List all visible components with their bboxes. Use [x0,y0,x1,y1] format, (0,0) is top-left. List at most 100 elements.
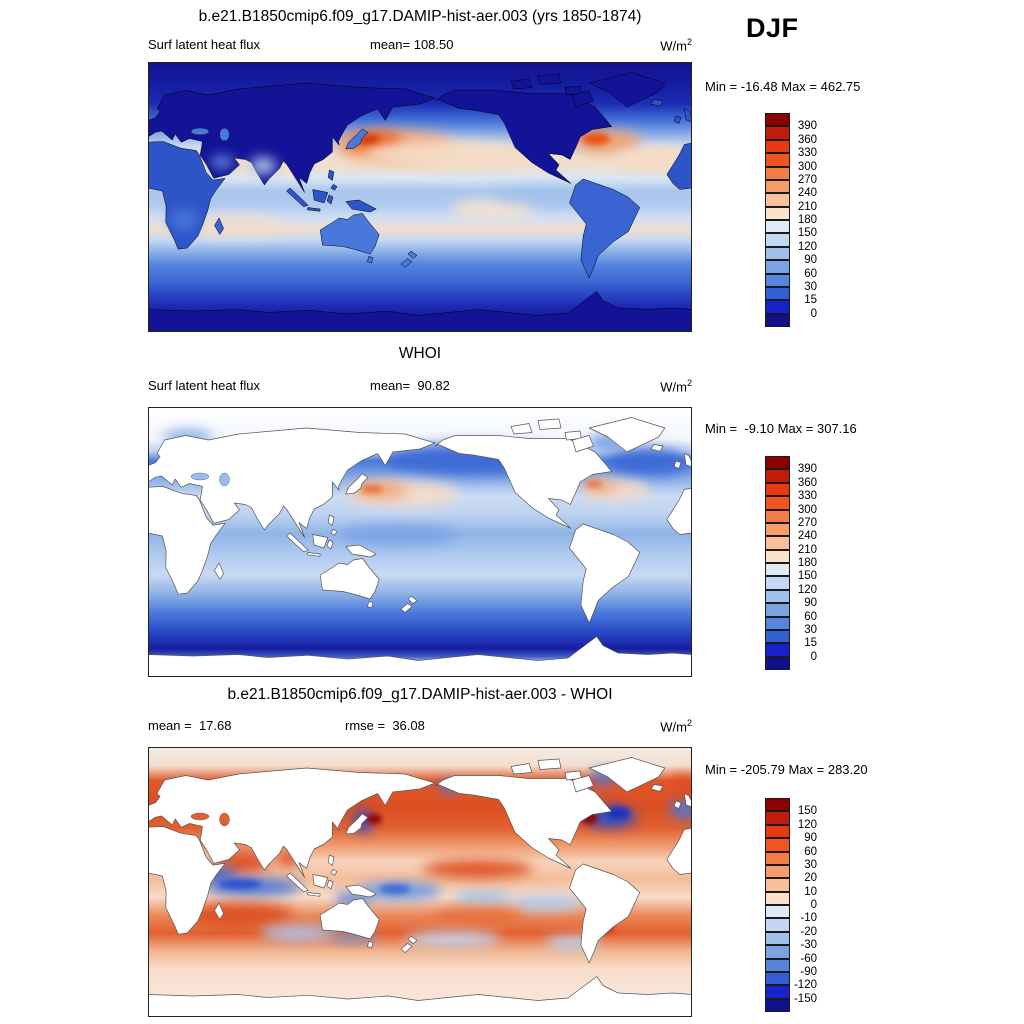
world-map-plot [148,747,692,1017]
colorbar-segment [765,824,790,839]
colorbar-tick-label: 15 [804,637,817,650]
colorbar-tick-label: -30 [800,939,817,952]
diff-map [148,747,692,1017]
colorbar-segment [765,549,790,563]
diff-title: b.e21.B1850cmip6.f09_g17.DAMIP-hist-aer.… [227,686,613,703]
obs-minmax-label: Min = -9.10 Max = 307.16 [705,421,857,436]
colorbar-segment [765,193,790,207]
colorbar-tick-label: 390 [797,463,817,476]
colorbar-segment [765,273,790,287]
colorbar-segment [765,656,790,670]
colorbar-segment [765,798,790,812]
colorbar-tick-label: 30 [804,623,817,636]
colorbar-tick-label: 300 [797,503,817,516]
obs-units-label: W/m2 [660,378,692,395]
model-units-label: W/m2 [660,37,692,54]
colorbar-tick-label: 150 [797,570,817,583]
obs-field-label: Surf latent heat flux [148,378,261,393]
colorbar-tick-label: 10 [804,885,817,898]
obs-colorbar-labels: 390 360 330 300 270 240 210 180 150 120 90 60 30 15 0 [791,456,817,670]
diff-colorbar-labels: 150 120 90 60 30 20 10 0 -10 -20 -30 -60 -90 -120 -150 [791,798,817,1012]
colorbar-tick-label: 240 [797,187,817,200]
colorbar-tick-label: -60 [800,952,817,965]
colorbar-tick-label: 210 [797,200,817,213]
colorbar-tick-label: 0 [810,307,817,320]
colorbar-segment [765,905,790,919]
colorbar-segment [765,536,790,550]
colorbar-segment [765,971,790,986]
colorbar-segment [765,286,790,301]
colorbar-tick-label: 120 [797,240,817,253]
colorbar-segment [765,838,790,852]
colorbar-tick-label: 90 [804,832,817,845]
colorbar-tick-label: 360 [797,133,817,146]
model-title: b.e21.B1850cmip6.f09_g17.DAMIP-hist-aer.… [198,8,642,25]
world-map-plot [148,407,692,677]
colorbar-segment [765,931,790,946]
model-minmax-label: Min = -16.48 Max = 462.75 [705,79,861,94]
colorbar-tick-label: 150 [797,227,817,240]
colorbar-tick-label: 360 [797,476,817,489]
model-colorbar [765,113,790,327]
colorbar-tick-label: 180 [797,557,817,569]
colorbar-segment [765,206,790,220]
obs-colorbar [765,456,790,670]
colorbar-segment [765,616,790,630]
colorbar-segment [765,811,790,825]
obs-title: WHOI [398,345,442,362]
diff-mean-label: mean = 17.68 [148,718,232,733]
colorbar-segment [765,246,790,261]
colorbar-tick-label: 90 [804,254,817,267]
colorbar-segment [765,522,790,537]
colorbar-tick-label: -150 [793,992,817,1005]
colorbar-tick-label: 0 [810,899,817,911]
colorbar-segment [765,496,790,510]
colorbar-tick-label: -120 [793,979,817,992]
colorbar-tick-label: 240 [797,530,817,543]
colorbar-segment [765,482,790,497]
colorbar-segment [765,113,790,127]
colorbar-tick-label: 210 [797,543,817,556]
colorbar-tick-label: 270 [797,516,817,529]
colorbar-tick-label: 30 [804,280,817,293]
colorbar-segment [765,126,790,140]
colorbar-segment [765,945,790,959]
colorbar-tick-label: 120 [797,818,817,831]
colorbar-tick-label: 330 [797,147,817,160]
colorbar-segment [765,958,790,972]
diff-colorbar [765,798,790,1012]
colorbar-segment [765,851,790,865]
colorbar-segment [765,220,790,234]
colorbar-segment [765,878,790,892]
colorbar-tick-label: 150 [797,805,817,818]
colorbar-segment [765,918,790,932]
colorbar-tick-label: 270 [797,173,817,186]
model-field-label: Surf latent heat flux [148,37,261,52]
model-map [148,62,692,332]
colorbar-tick-label: -10 [800,912,817,925]
world-map-plot [148,62,692,332]
colorbar-tick-label: 330 [797,490,817,503]
colorbar-segment [765,589,790,604]
colorbar-segment [765,643,790,657]
colorbar-segment [765,139,790,154]
colorbar-tick-label: 30 [804,858,817,871]
colorbar-segment [765,179,790,194]
colorbar-segment [765,891,790,905]
colorbar-segment [765,629,790,644]
model-mean-label: mean= 108.50 [370,37,454,52]
diff-rmse-label: rmse = 36.08 [345,718,425,733]
colorbar-tick-label: -90 [800,965,817,978]
colorbar-tick-label: 15 [804,294,817,307]
colorbar-segment [765,313,790,327]
diff-minmax-label: Min = -205.79 Max = 283.20 [705,762,868,777]
colorbar-segment [765,998,790,1012]
colorbar-segment [765,864,790,879]
colorbar-tick-label: 180 [797,214,817,226]
colorbar-segment [765,509,790,523]
colorbar-tick-label: 20 [804,872,817,885]
colorbar-tick-label: 60 [804,845,817,858]
colorbar-tick-label: 60 [804,267,817,280]
colorbar-tick-label: 0 [810,650,817,663]
